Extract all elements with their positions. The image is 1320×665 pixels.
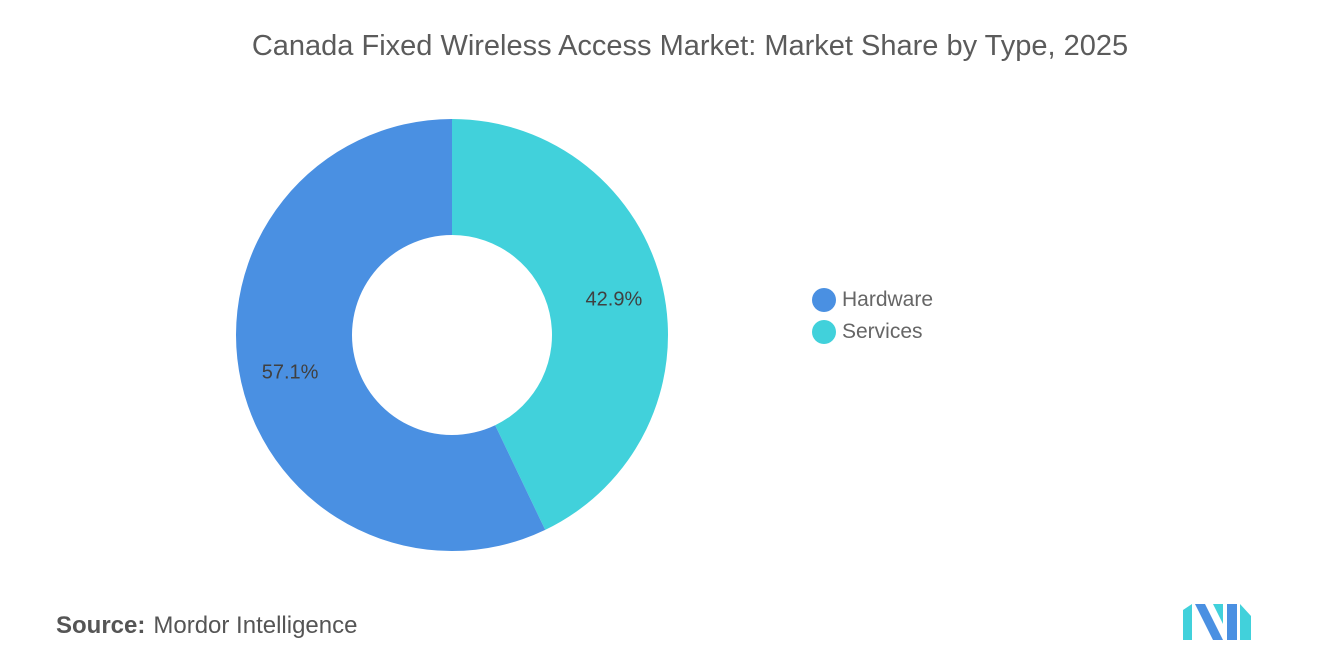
data-label-services: 42.9% — [586, 288, 643, 310]
source-label: Source: — [56, 612, 146, 639]
legend-swatch-services — [812, 320, 836, 344]
donut-slice-hardware[interactable] — [236, 119, 546, 551]
mordor-intelligence-logo-icon — [1183, 604, 1251, 640]
legend-swatch-hardware — [812, 288, 836, 312]
legend-label-services: Services — [842, 320, 923, 343]
chart-title: Canada Fixed Wireless Access Market: Mar… — [251, 30, 1129, 62]
chart-legend: Hardware Services — [812, 284, 933, 348]
legend-item-hardware[interactable]: Hardware — [812, 284, 933, 316]
data-label-hardware: 57.1% — [262, 362, 319, 384]
legend-label-hardware: Hardware — [842, 288, 934, 311]
source-value: Mordor Intelligence — [153, 612, 358, 639]
source-note: Source: Mordor Intelligence — [56, 612, 357, 640]
legend-item-services[interactable]: Services — [812, 316, 933, 348]
donut-slice-services[interactable] — [452, 119, 668, 530]
